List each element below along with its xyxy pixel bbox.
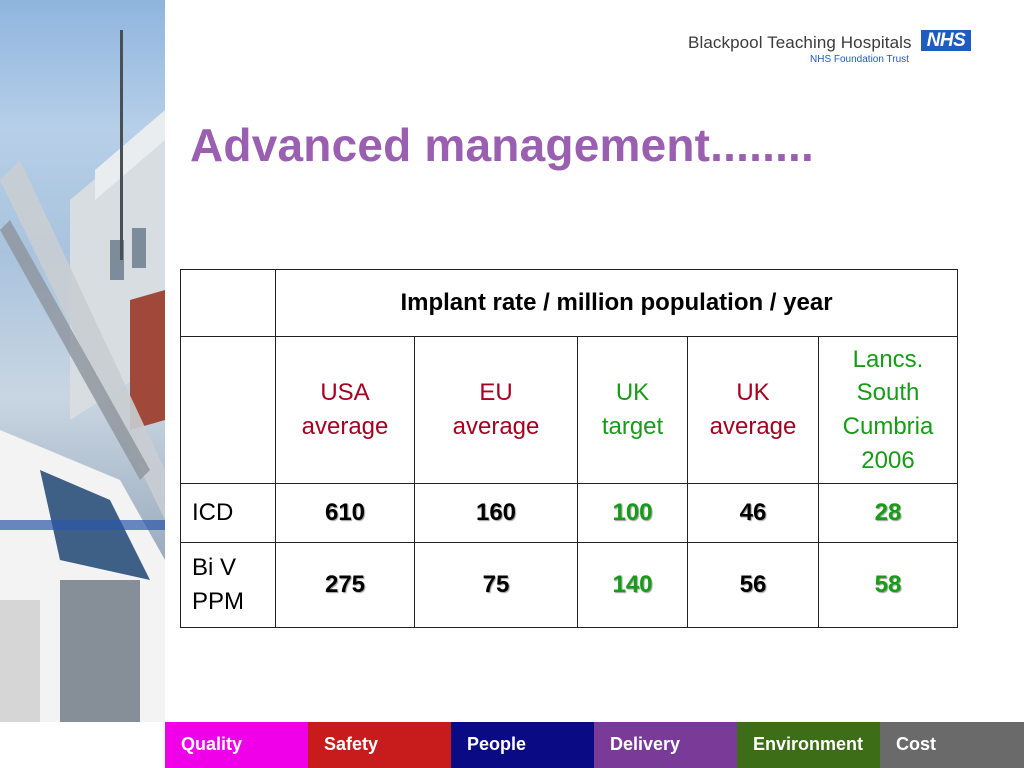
tab-environment[interactable]: Environment <box>737 722 880 768</box>
table-cell: 100 <box>577 483 688 543</box>
bottom-nav-bar: Quality Safety People Delivery Environme… <box>165 722 1024 768</box>
row-label: Bi V PPM <box>180 542 276 628</box>
column-header-line: average <box>709 413 797 440</box>
nhs-logo: Blackpool Teaching Hospitals NHS NHS Fou… <box>688 30 978 70</box>
table-cell: 46 <box>687 483 819 543</box>
column-header-lancs: Lancs. South Cumbria 2006 <box>818 336 958 484</box>
table-cell: 275 <box>275 542 415 628</box>
hospital-photo <box>0 0 165 722</box>
column-header-line: EU <box>479 379 513 407</box>
page-title: Advanced management........ <box>190 119 815 171</box>
table-cell: 56 <box>687 542 819 628</box>
tab-people[interactable]: People <box>451 722 594 768</box>
table-caption: Implant rate / million population / year <box>275 269 958 337</box>
column-header-line: average <box>452 413 540 440</box>
row-label: ICD <box>180 483 276 543</box>
column-header-line: Cumbria <box>842 413 934 440</box>
empty-header-cell <box>180 336 276 484</box>
table-caption-row: Implant rate / million population / year <box>180 269 958 337</box>
table-cell: 58 <box>818 542 958 628</box>
table-cell: 140 <box>577 542 688 628</box>
implant-rate-table: Implant rate / million population / year… <box>180 269 958 628</box>
column-header-line: UK <box>615 379 650 407</box>
table-row-icd: ICD 610 160 100 46 28 <box>180 483 958 543</box>
column-header-line: UK <box>736 379 770 407</box>
column-header-line: average <box>301 413 389 440</box>
column-header-line: Lancs. <box>852 345 924 373</box>
table-cell: 610 <box>275 483 415 543</box>
column-header-line: 2006 <box>861 446 915 474</box>
tab-delivery[interactable]: Delivery <box>594 722 737 768</box>
tab-quality[interactable]: Quality <box>165 722 308 768</box>
row-label-line: Bi V <box>192 554 237 582</box>
table-header-row: USA average EU average UK target UK aver… <box>180 336 958 484</box>
logo-subtitle: NHS Foundation Trust <box>810 54 909 65</box>
column-header-eu: EU average <box>414 336 578 484</box>
column-header-line: target <box>601 413 664 440</box>
row-label-line: PPM <box>192 588 245 615</box>
empty-corner-cell <box>180 269 276 337</box>
column-header-line: South <box>856 379 920 407</box>
table-cell: 160 <box>414 483 578 543</box>
column-header-usa: USA average <box>275 336 415 484</box>
table-row-biv-ppm: Bi V PPM 275 75 140 56 58 <box>180 542 958 628</box>
column-header-uk-average: UK average <box>687 336 819 484</box>
table-cell: 75 <box>414 542 578 628</box>
tab-safety[interactable]: Safety <box>308 722 451 768</box>
column-header-uk-target: UK target <box>577 336 688 484</box>
nhs-badge: NHS <box>921 30 971 51</box>
table-cell: 28 <box>818 483 958 543</box>
logo-name: Blackpool Teaching Hospitals <box>688 33 912 52</box>
column-header-line: USA <box>320 379 370 407</box>
tab-cost[interactable]: Cost <box>880 722 1024 768</box>
